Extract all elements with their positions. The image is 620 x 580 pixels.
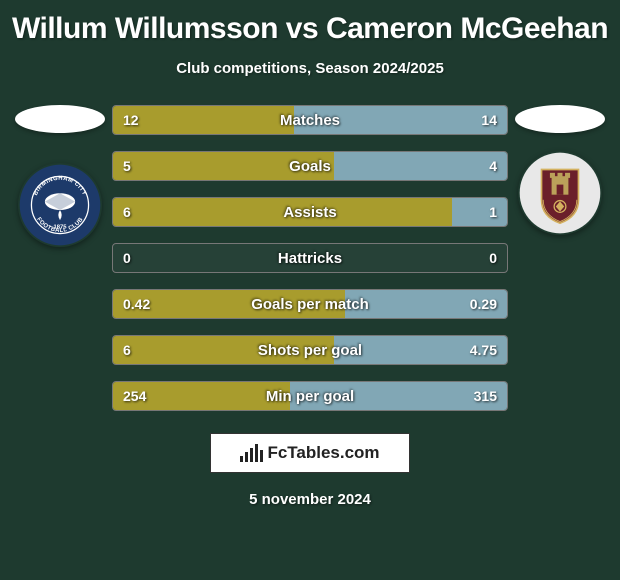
right-crest — [518, 151, 602, 235]
left-ellipse — [15, 105, 105, 133]
bar-right-fill — [345, 290, 507, 318]
date-text: 5 november 2024 — [249, 491, 371, 508]
stat-label: Hattricks — [113, 244, 507, 272]
stat-row: 64.75Shots per goal — [112, 335, 508, 365]
stat-value-left: 0 — [123, 244, 131, 272]
right-ellipse — [515, 105, 605, 133]
logo-bars-icon — [240, 444, 263, 462]
bar-left-fill — [113, 382, 290, 410]
bars-container: 1214Matches 54Goals 61Assists 0 0Hattricks 0.… — [110, 105, 510, 427]
stat-row: 0 0Hattricks — [112, 243, 508, 273]
bar-left-fill — [113, 290, 345, 318]
main-area: BIRMINGHAM CITY FOOTBALL CLUB · 1875 · 1… — [0, 105, 620, 427]
stat-row: 254315Min per goal — [112, 381, 508, 411]
right-side — [510, 105, 610, 235]
bar-left-fill — [113, 152, 334, 180]
footer: FcTables.com 5 november 2024 — [0, 433, 620, 508]
stat-value-right: 0 — [489, 244, 497, 272]
left-side: BIRMINGHAM CITY FOOTBALL CLUB · 1875 · — [10, 105, 110, 247]
crest-right-svg — [518, 151, 602, 235]
bar-left-fill — [113, 106, 294, 134]
left-crest: BIRMINGHAM CITY FOOTBALL CLUB · 1875 · — [18, 163, 102, 247]
bar-right-fill — [294, 106, 507, 134]
bar-left-fill — [113, 336, 334, 364]
crest-left-svg: BIRMINGHAM CITY FOOTBALL CLUB · 1875 · — [18, 163, 102, 247]
bar-right-fill — [452, 198, 507, 226]
svg-text:· 1875 ·: · 1875 · — [50, 225, 70, 231]
stat-row: 1214Matches — [112, 105, 508, 135]
subtitle: Club competitions, Season 2024/2025 — [0, 60, 620, 77]
page-title: Willum Willumsson vs Cameron McGeehan — [0, 0, 620, 46]
stat-row: 0.420.29Goals per match — [112, 289, 508, 319]
logo-text: FcTables.com — [267, 443, 379, 463]
fctables-logo: FcTables.com — [210, 433, 410, 473]
stat-row: 54Goals — [112, 151, 508, 181]
bar-right-fill — [334, 152, 507, 180]
stat-row: 61Assists — [112, 197, 508, 227]
bar-left-fill — [113, 198, 452, 226]
bar-right-fill — [334, 336, 507, 364]
bar-right-fill — [290, 382, 507, 410]
